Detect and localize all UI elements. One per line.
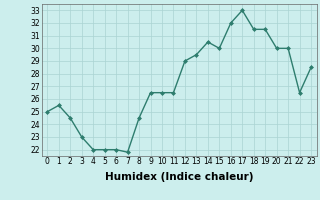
X-axis label: Humidex (Indice chaleur): Humidex (Indice chaleur) <box>105 172 253 182</box>
